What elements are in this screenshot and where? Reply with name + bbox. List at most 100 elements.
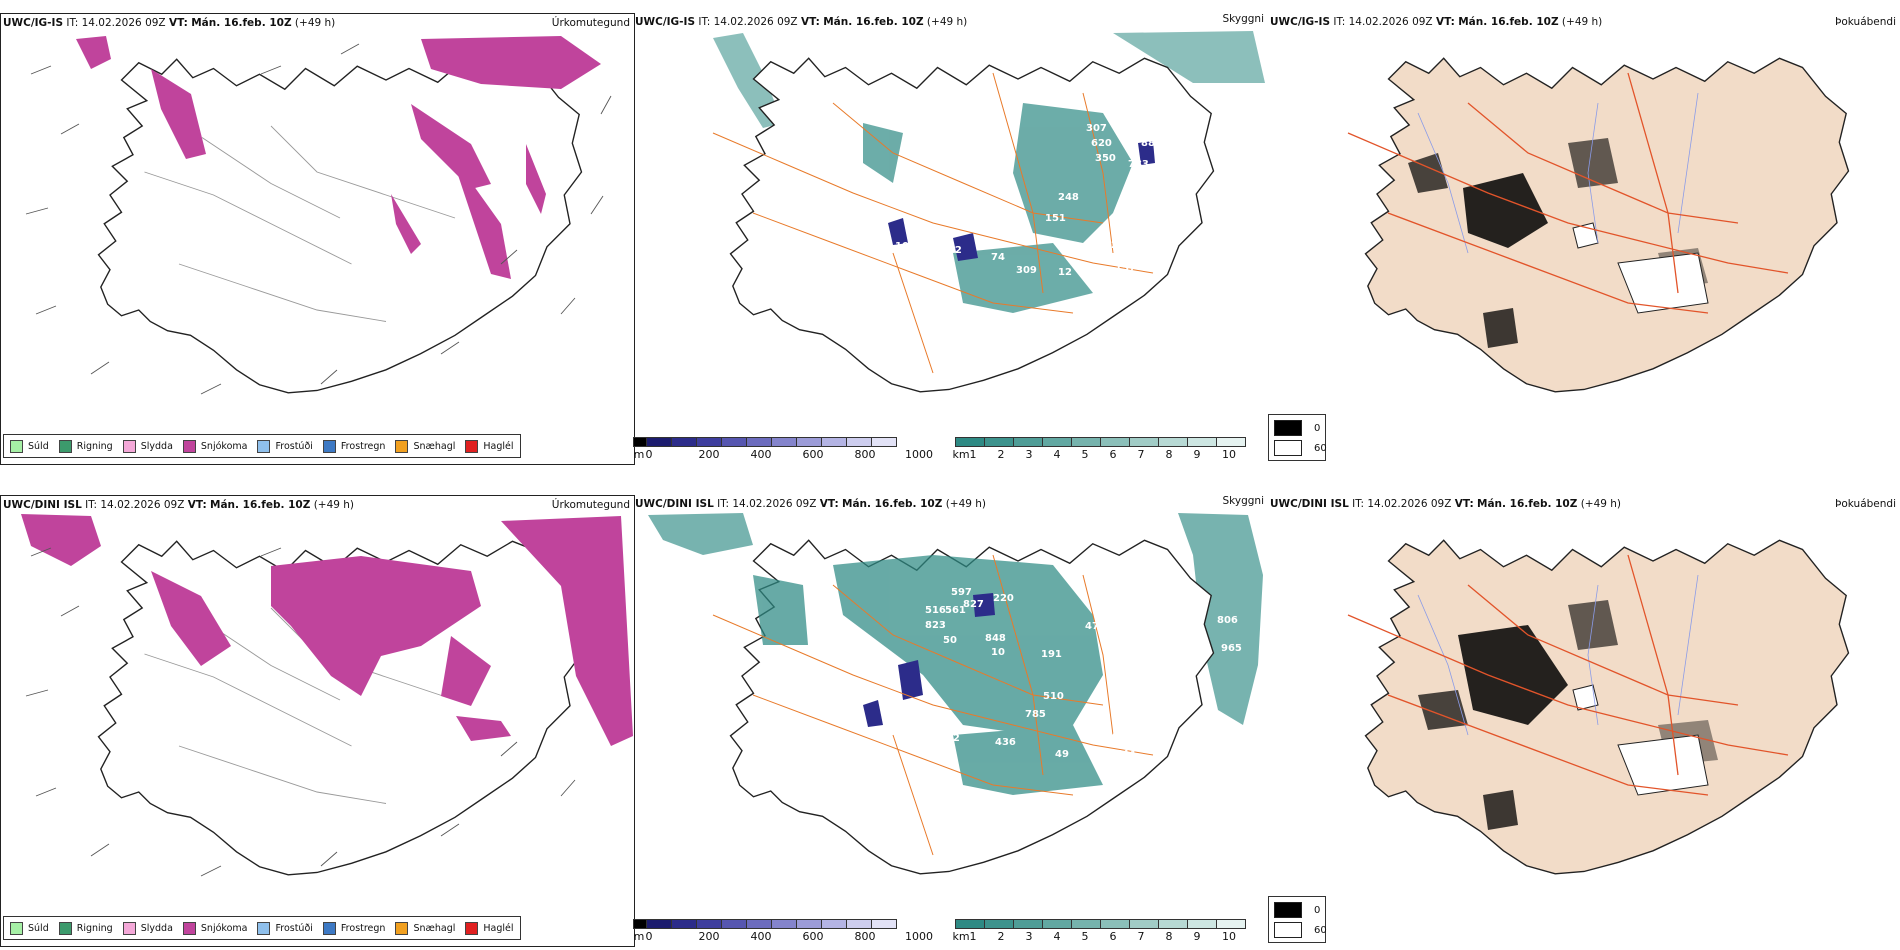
legend-item-snjokoma: Snjókoma [182,921,247,935]
svg-text:220: 220 [993,593,1014,604]
svg-text:85: 85 [831,703,845,714]
legend-item-frostregn: Frostregn [322,921,385,935]
visibility-scale-bar-row2 [955,919,1246,929]
legend-item-snaehagl: Snæhagl [395,439,455,453]
cloud-base-panel-row2: 597 220 516 561 827 823 50 848 10 471 98… [633,495,1268,947]
height-swatch [671,919,696,929]
visibility-swatch [984,437,1013,447]
svg-text:152: 152 [941,245,962,256]
svg-text:561: 561 [945,605,966,616]
visibility-scale-bar-row1 [955,437,1246,447]
legend-swatch [322,921,336,935]
svg-text:229: 229 [1111,240,1132,251]
svg-text:622: 622 [939,733,960,744]
svg-text:516: 516 [925,605,946,616]
legend-swatch [122,921,136,935]
svg-text:309: 309 [1016,265,1037,276]
visibility-swatch [1071,919,1100,929]
svg-text:744: 744 [1115,749,1136,760]
svg-text:12: 12 [1058,267,1072,278]
svg-text:40: 40 [875,749,889,760]
height-swatch [721,437,746,447]
svg-text:597: 597 [951,587,972,598]
height-swatch [871,919,897,929]
fog-swatch [1274,902,1302,918]
visibility-swatch [1129,919,1158,929]
svg-text:510: 510 [1043,691,1064,702]
snow-areas-row1 [76,36,601,279]
svg-text:400: 400 [1143,699,1164,710]
visibility-swatch [1013,919,1042,929]
wind-barbs-row2 [25,547,576,877]
panel-title: UWC/IG-IS IT: 14.02.2026 09Z VT: Mán. 16… [635,16,968,28]
fog-legend-row2: 0 60 [1268,896,1327,943]
legend-swatch [465,921,479,935]
svg-text:10: 10 [991,647,1005,658]
visibility-scale-labels-row2: km 1 2 3 4 5 6 7 8 9 10 [952,930,1236,943]
visibility-swatch [1100,919,1129,929]
svg-text:848: 848 [985,633,1006,644]
visibility-swatch [1187,437,1216,447]
height-swatch [633,919,646,929]
legend-swatch [257,439,271,453]
panel-title: UWC/IG-IS IT: 14.02.2026 09Z VT: Mán. 16… [1270,16,1603,28]
svg-text:248: 248 [1058,192,1079,203]
legend-swatch [395,439,409,453]
precip-type-panel-row1: UWC/IG-IS IT: 14.02.2026 09Z VT: Mán. 16… [0,13,635,465]
legend-swatch [182,439,196,453]
panel-title: UWC/DINI ISL IT: 14.02.2026 09Z VT: Mán.… [635,498,987,510]
cloud-base-panel-row1: 307 620 350 783 88 248 151 108 152 74 30… [633,13,1268,465]
svg-text:350: 350 [1095,153,1116,164]
fog-legend-row1: 0 60 [1268,414,1327,461]
height-swatch [796,437,821,447]
precip-legend-row2: Súld Rigning Slydda Snjókoma Frostúði Fr… [3,916,521,940]
visibility-swatch [1158,919,1187,929]
panel-title: UWC/DINI ISL IT: 14.02.2026 09Z VT: Mán.… [3,499,355,511]
land-visibility-row1 [863,103,1133,313]
height-swatch [771,919,796,929]
visibility-swatch [1013,437,1042,447]
height-swatch [646,919,671,929]
svg-text:108: 108 [895,241,916,252]
glaciers-row1 [1572,222,1709,314]
visibility-swatch [1158,437,1187,447]
svg-text:785: 785 [1025,709,1046,720]
legend-swatch [465,439,479,453]
sea-visibility-row2 [648,513,1263,725]
panel-title: UWC/IG-IS IT: 14.02.2026 09Z VT: Mán. 16… [3,17,336,29]
cloud-base-map-row1: 307 620 350 783 88 248 151 108 152 74 30… [712,31,1265,393]
svg-text:191: 191 [1041,649,1062,660]
legend-item-slydda: Slydda [122,921,173,935]
fog-swatch [1274,440,1302,456]
height-swatch [796,919,821,929]
legend-swatch [10,439,23,453]
glaciers-row2 [1572,684,1709,796]
panel-name: Úrkomutegund [551,17,630,29]
precip-type-map-row1 [25,36,612,395]
legend-item-haglel: Haglél [465,921,514,935]
svg-text:827: 827 [963,599,984,610]
low-cloud-row2 [863,593,995,727]
height-swatch [721,919,746,929]
visibility-swatch [1071,437,1100,447]
svg-text:49: 49 [1055,749,1069,760]
height-swatch [821,919,846,929]
wind-barbs-row1 [25,43,612,395]
roads-row1 [712,72,1154,374]
height-swatch [771,437,796,447]
height-swatch [846,437,871,447]
height-swatch [633,437,646,447]
visibility-swatch [1216,919,1246,929]
legend-swatch [257,921,271,935]
cloud-base-map-row2: 597 220 516 561 827 823 50 848 10 471 98… [648,513,1263,875]
svg-text:436: 436 [995,737,1016,748]
fog-index-panel-row1: UWC/IG-IS IT: 14.02.2026 09Z VT: Mán. 16… [1268,13,1900,465]
panel-name: Úrkomutegund [551,499,630,511]
visibility-swatch [955,919,984,929]
svg-text:471: 471 [1085,621,1106,632]
panel-name: Þokuábendi [1835,498,1896,510]
legend-swatch [10,921,23,935]
legend-item-rigning: Rigning [58,921,113,935]
panel-name: Þokuábendi [1835,16,1896,28]
visibility-swatch [1216,437,1246,447]
